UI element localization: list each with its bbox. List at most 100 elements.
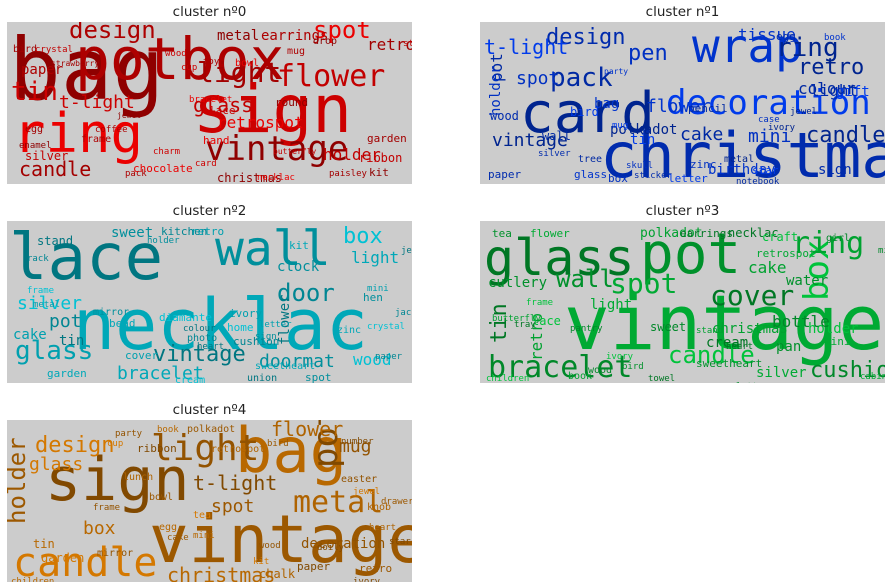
word: letter: [736, 382, 769, 383]
panel-cluster-2: cluster nº2 lace wall necklac box door glass v…: [7, 201, 412, 383]
word: flower: [271, 420, 343, 441]
word: tea: [193, 510, 211, 521]
word: mini: [824, 335, 851, 348]
word: paisley: [329, 169, 368, 179]
word: retro: [191, 225, 224, 238]
word: drop: [313, 36, 337, 47]
word: glass: [29, 454, 83, 475]
word: ivory: [768, 123, 796, 133]
word: design: [35, 433, 114, 458]
word: pantry: [570, 324, 603, 334]
word: clock: [277, 259, 320, 275]
word: tin: [11, 77, 58, 107]
word: bag: [9, 22, 164, 120]
word: metal: [217, 28, 259, 44]
word: ring: [13, 102, 143, 165]
word: silver: [756, 365, 807, 381]
word: door: [277, 279, 335, 307]
word: bird: [13, 44, 37, 55]
word: t-light: [193, 471, 277, 495]
word: bag: [235, 420, 347, 487]
word: bird: [622, 362, 644, 372]
word: kit: [289, 239, 309, 252]
word: retro: [367, 35, 412, 54]
word: cushion: [233, 335, 279, 348]
word: cream: [175, 375, 205, 383]
word: bracelet: [488, 350, 633, 383]
word: colour: [798, 79, 856, 98]
word: necklac: [728, 226, 779, 240]
word: kitchen: [161, 225, 207, 238]
word: ring: [792, 226, 864, 261]
word: pot: [49, 311, 82, 332]
word: vintage: [205, 129, 348, 169]
word: sweetheart: [696, 357, 762, 370]
word: butterfly: [273, 147, 317, 156]
word: candle: [13, 540, 158, 582]
word: easter: [341, 474, 377, 485]
word: box: [83, 518, 116, 539]
word: cake: [13, 327, 47, 343]
word: retro: [798, 55, 864, 80]
word: pot: [640, 222, 741, 287]
word: flower: [277, 59, 385, 94]
word: bowl: [235, 58, 259, 69]
word: sign: [255, 332, 277, 342]
panel-title: cluster nº2: [172, 203, 247, 219]
word: wood: [165, 49, 187, 59]
word: book: [157, 425, 179, 435]
panel-cluster-4: cluster nº4 sign vintage bag candle light met…: [7, 400, 412, 582]
word: pencil: [688, 102, 728, 115]
word: notebook: [736, 177, 780, 184]
word: bird: [267, 439, 289, 449]
word: mirror: [93, 307, 129, 318]
word: cushion: [810, 358, 885, 383]
word: charm: [153, 147, 180, 157]
word: zinc: [690, 158, 717, 171]
word: holder: [323, 145, 381, 164]
word: egg: [25, 124, 43, 135]
word: bird: [570, 105, 599, 119]
word: sweet: [111, 225, 153, 241]
word: polkadot: [610, 122, 677, 138]
word: party: [115, 429, 143, 439]
word: wood: [588, 365, 612, 376]
panel-title: cluster nº1: [645, 4, 720, 20]
word: christmas: [167, 563, 275, 582]
word: enamel: [19, 141, 52, 151]
word: holder: [7, 437, 31, 524]
word: ribbon: [359, 151, 402, 165]
word: sweet: [650, 320, 686, 334]
word: chocolate: [133, 162, 193, 175]
word: box: [343, 224, 383, 249]
word: bowl: [149, 492, 173, 503]
word: wood: [353, 350, 392, 369]
panel-title: cluster nº3: [645, 203, 720, 219]
word: tin: [630, 132, 655, 148]
word: star: [389, 537, 411, 547]
word: mug: [612, 121, 628, 131]
word: doormat: [259, 351, 335, 372]
word: candle: [668, 341, 755, 369]
word: pan: [776, 339, 801, 355]
word: cover: [125, 349, 158, 362]
word: frame: [81, 134, 111, 145]
word: strawberry: [51, 59, 99, 68]
word: home: [227, 321, 254, 334]
word: spot: [211, 496, 254, 517]
word: wood: [259, 541, 281, 551]
word: letter: [668, 172, 708, 184]
word: bead: [109, 317, 136, 330]
word: ivory: [229, 307, 262, 320]
word: lace: [209, 104, 236, 117]
word: stand: [37, 234, 73, 248]
word: mini: [748, 126, 791, 147]
word: design: [69, 22, 156, 44]
word: jewel: [401, 246, 412, 256]
word: zinc: [337, 325, 361, 336]
word: ivory: [353, 577, 381, 582]
word: candle: [19, 157, 91, 181]
word: bracelet: [189, 95, 232, 105]
word: jack: [395, 308, 412, 318]
